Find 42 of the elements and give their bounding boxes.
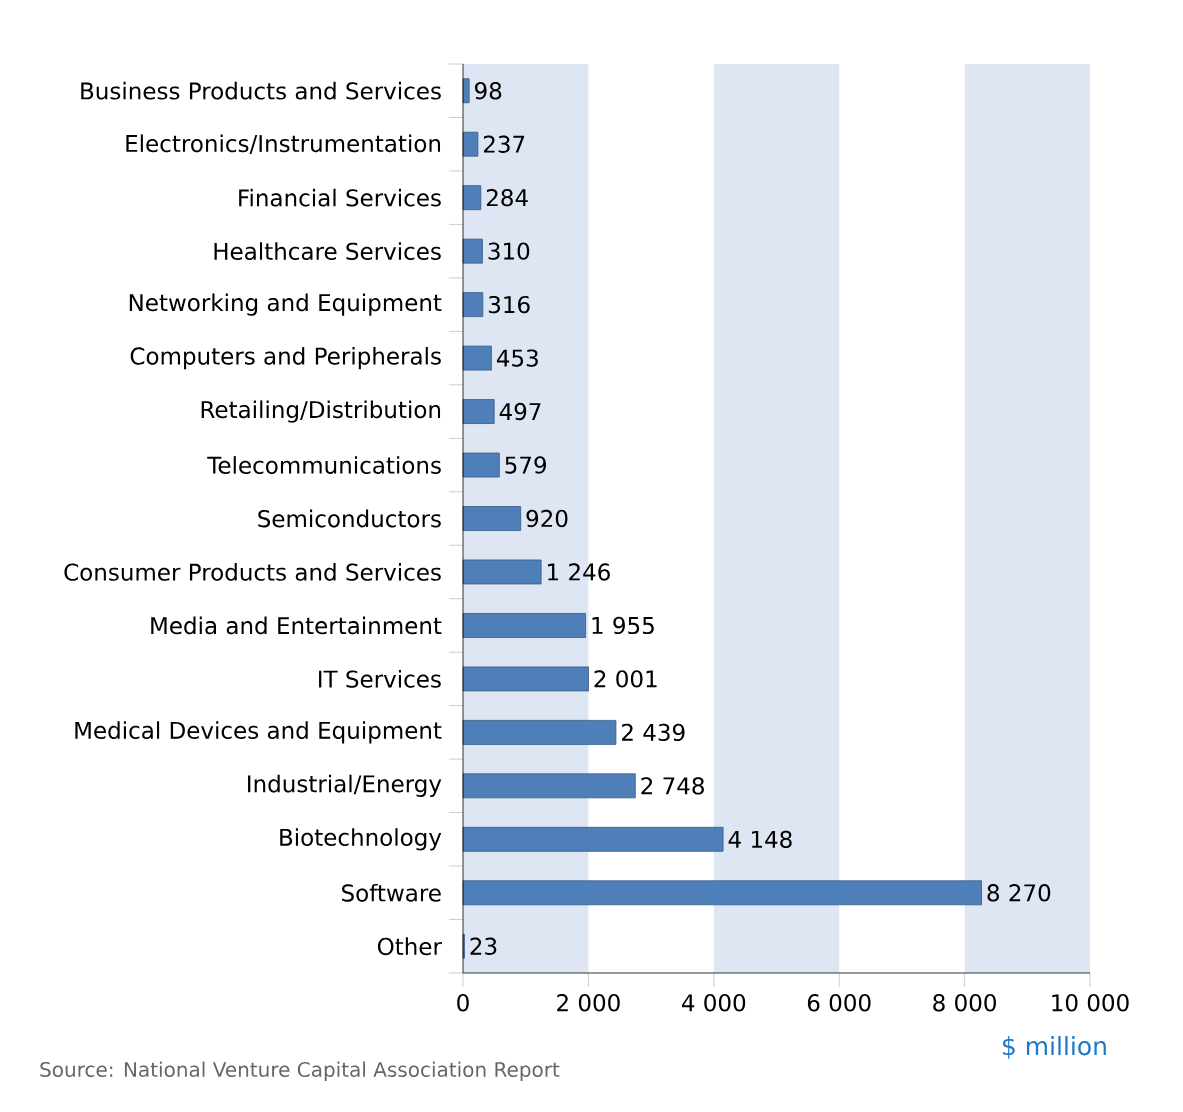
data-label: 237 bbox=[483, 135, 525, 153]
data-label: 310 bbox=[488, 242, 530, 260]
x-axis-title: $ million bbox=[1002, 1036, 1106, 1059]
y-tick-label: Computers and Peripherals bbox=[130, 346, 441, 370]
y-tick-label: Medical Devices and Equipment bbox=[75, 721, 442, 744]
y-tick-label: Media and Entertainment bbox=[151, 616, 442, 635]
data-label: 316 bbox=[488, 295, 530, 314]
data-label: 2 748 bbox=[641, 777, 704, 795]
data-label: 2 001 bbox=[594, 670, 657, 688]
data-label: 8 270 bbox=[987, 884, 1051, 902]
data-label: 920 bbox=[526, 509, 568, 528]
y-tick-label: Other bbox=[377, 937, 442, 956]
x-tick-label: 4 000 bbox=[682, 994, 746, 1012]
data-label: 453 bbox=[496, 349, 538, 367]
source-note: Source: National Venture Capital Association Report bbox=[40, 1061, 560, 1081]
data-label: 4 148 bbox=[728, 830, 792, 849]
y-tick-label: Semiconductors bbox=[258, 509, 441, 528]
y-tick-label: Telecommunications bbox=[207, 456, 441, 474]
y-tick-label: Consumer Products and Services bbox=[64, 563, 441, 581]
x-tick-label: 8 000 bbox=[933, 994, 996, 1012]
x-tick-label: 2 000 bbox=[557, 994, 620, 1012]
y-tick-label: Electronics/Instrumentation bbox=[126, 134, 441, 154]
data-label: 497 bbox=[499, 402, 541, 421]
y-tick-label: Financial Services bbox=[239, 188, 441, 207]
y-tick-label: IT Services bbox=[319, 670, 441, 688]
data-label: 284 bbox=[486, 188, 528, 207]
x-tick-label: 10 000 bbox=[1052, 994, 1129, 1012]
y-tick-label: Software bbox=[342, 883, 441, 902]
y-tick-label: Business Products and Services bbox=[81, 81, 441, 100]
y-tick-label: Industrial/Energy bbox=[248, 774, 442, 797]
x-tick-label: 0 bbox=[457, 994, 469, 1012]
data-label: 98 bbox=[474, 82, 502, 100]
y-tick-label: Biotechnology bbox=[280, 828, 442, 851]
data-label: 1 955 bbox=[592, 616, 654, 635]
y-tick-label: Networking and Equipment bbox=[129, 293, 442, 316]
x-tick-label: 6 000 bbox=[807, 994, 871, 1012]
y-tick-label: Healthcare Services bbox=[214, 242, 441, 261]
data-label: 1 246 bbox=[548, 563, 610, 581]
data-label: 579 bbox=[505, 456, 546, 474]
data-label: 2 439 bbox=[622, 723, 685, 742]
data-label: 23 bbox=[470, 937, 497, 955]
y-tick-label: Retailing/Distribution bbox=[201, 400, 441, 423]
